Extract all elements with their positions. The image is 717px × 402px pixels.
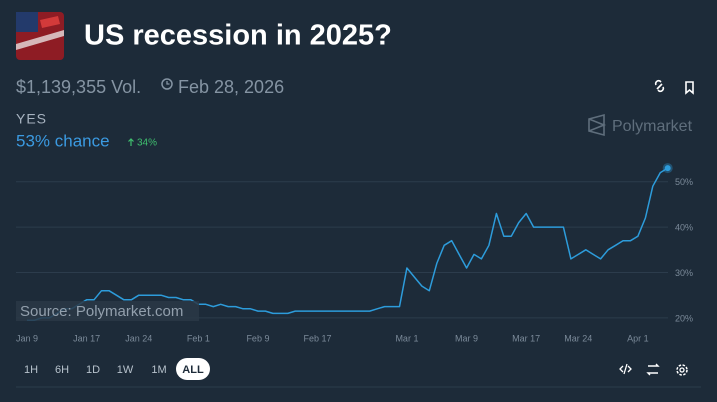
y-tick-label: 20% xyxy=(675,313,693,323)
x-tick-label: Mar 24 xyxy=(564,333,592,343)
outcome-chance: 53% chance xyxy=(16,131,110,150)
x-tick-label: Mar 1 xyxy=(395,333,418,343)
end-date: Feb 28, 2026 xyxy=(178,77,284,97)
range-selector: 1H 6H 1D 1W 1M ALL xyxy=(24,358,210,380)
outcome-name: YES xyxy=(16,111,47,127)
x-tick-label: Feb 1 xyxy=(187,333,210,343)
plot: 20% 30% 40% 50% Jan 9 Jan 17 Jan 24 Feb 1 Feb 9 F… xyxy=(16,163,693,343)
swap-button[interactable] xyxy=(646,363,660,376)
y-tick-label: 50% xyxy=(675,177,693,187)
range-button[interactable]: 1M xyxy=(151,364,166,376)
clock-icon xyxy=(161,78,173,90)
outcome-change: 34% xyxy=(137,138,157,149)
price-line xyxy=(27,167,669,321)
bookmark-button[interactable] xyxy=(685,81,694,95)
range-button[interactable]: 1W xyxy=(117,364,134,376)
brand-name: Polymarket xyxy=(612,118,693,135)
y-tick-label: 30% xyxy=(675,268,693,278)
source-label: Source: Polymarket.com xyxy=(20,303,183,320)
link-button[interactable] xyxy=(654,79,665,93)
up-arrow xyxy=(128,138,134,146)
current-point xyxy=(664,165,671,172)
x-tick-label: Jan 9 xyxy=(16,333,38,343)
range-button[interactable]: 6H xyxy=(55,364,69,376)
embed-button[interactable] xyxy=(619,363,632,375)
x-tick-label: Feb 17 xyxy=(304,333,332,343)
range-button[interactable]: 1D xyxy=(86,364,100,376)
volume: $1,139,355 Vol. xyxy=(16,77,141,97)
x-tick-label: Mar 17 xyxy=(512,333,540,343)
range-button[interactable]: ALL xyxy=(182,364,204,376)
x-tick-label: Mar 9 xyxy=(455,333,478,343)
y-tick-label: 40% xyxy=(675,222,693,232)
x-tick-label: Jan 17 xyxy=(73,333,100,343)
x-tick-label: Feb 9 xyxy=(246,333,269,343)
range-button[interactable]: 1H xyxy=(24,364,38,376)
market-icon xyxy=(16,12,64,60)
x-tick-label: Jan 24 xyxy=(125,333,152,343)
x-tick-label: Apr 1 xyxy=(627,333,649,343)
settings-button[interactable] xyxy=(676,364,688,376)
market-title: US recession in 2025? xyxy=(84,20,392,52)
range-pill[interactable] xyxy=(176,358,210,380)
source-badge xyxy=(16,301,199,321)
brand-logo xyxy=(588,113,607,137)
